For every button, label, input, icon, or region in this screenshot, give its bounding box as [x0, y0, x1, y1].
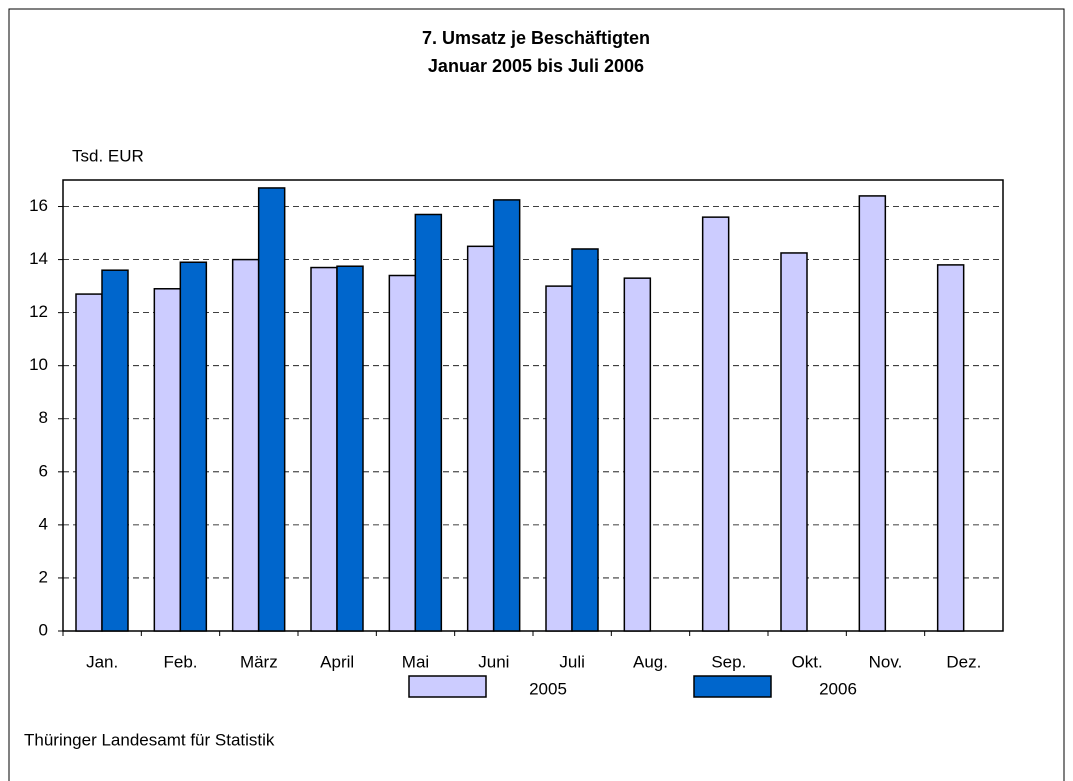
x-tick-label: Juli	[559, 652, 585, 671]
bar	[336, 265, 364, 632]
legend-swatch	[693, 675, 772, 698]
bar	[571, 248, 599, 632]
bar	[388, 274, 417, 632]
x-tick-label: Jan.	[86, 652, 118, 671]
bar	[545, 285, 573, 632]
y-tick-label: 12	[29, 302, 48, 321]
bar	[414, 213, 443, 632]
x-tick-label: April	[320, 652, 354, 671]
bar	[101, 269, 129, 632]
y-tick-label: 10	[29, 355, 48, 374]
bar	[257, 187, 286, 632]
chart-subtitle: Januar 2005 bis Juli 2006	[428, 56, 644, 76]
x-tick-label: Dez.	[946, 652, 981, 671]
y-axis-label: Tsd. EUR	[72, 146, 144, 165]
y-tick-label: 2	[39, 567, 48, 586]
legend-label: 2006	[819, 679, 857, 698]
bar	[701, 216, 730, 632]
bar	[231, 258, 260, 632]
source: Thüringer Landesamt für Statistik	[24, 730, 275, 749]
y-tick-label: 4	[39, 514, 48, 533]
x-tick-label: Feb.	[163, 652, 197, 671]
x-tick-label: Juni	[478, 652, 509, 671]
x-tick-label: Aug.	[633, 652, 668, 671]
x-tick-label: Nov.	[869, 652, 903, 671]
x-tick-label: Sep.	[711, 652, 746, 671]
y-tick-label: 8	[39, 408, 48, 427]
bar	[858, 195, 887, 632]
x-tick-label: Mai	[402, 652, 429, 671]
bar	[153, 288, 182, 632]
y-tick-label: 0	[39, 620, 48, 639]
y-tick-label: 14	[29, 249, 48, 268]
chart-title: 7. Umsatz je Beschäftigten	[422, 28, 650, 48]
bar	[936, 264, 965, 632]
bar	[310, 266, 338, 632]
legend-label: 2005	[529, 679, 567, 698]
bar	[466, 245, 495, 632]
x-tick-label: Okt.	[792, 652, 823, 671]
bar	[492, 199, 521, 632]
frame	[8, 8, 1065, 781]
bar	[75, 293, 103, 632]
x-tick-label: März	[240, 652, 278, 671]
y-tick-label: 16	[29, 196, 48, 215]
legend-swatch	[408, 675, 487, 698]
y-tick-label: 6	[39, 461, 48, 480]
bar	[780, 252, 808, 632]
bar	[623, 277, 652, 632]
bar	[179, 261, 208, 632]
